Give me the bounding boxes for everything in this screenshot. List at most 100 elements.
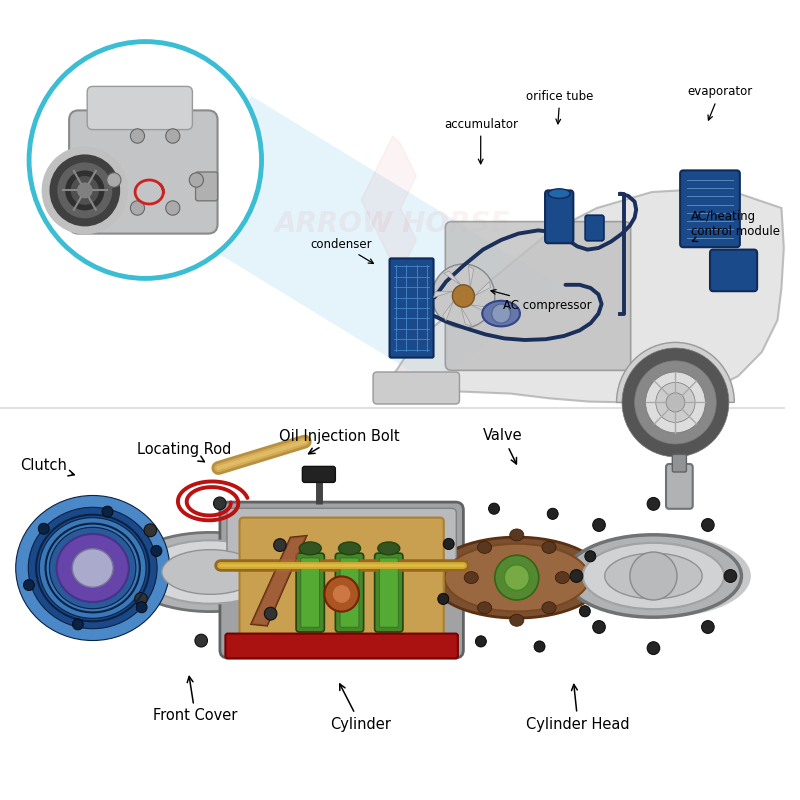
FancyBboxPatch shape: [446, 222, 630, 370]
Circle shape: [70, 176, 99, 205]
Circle shape: [504, 565, 530, 590]
Circle shape: [190, 173, 203, 187]
Circle shape: [264, 607, 277, 620]
Circle shape: [58, 162, 112, 218]
Circle shape: [144, 524, 157, 537]
Text: Locating Rod: Locating Rod: [138, 442, 232, 462]
Circle shape: [702, 621, 714, 634]
FancyBboxPatch shape: [373, 372, 459, 404]
Text: orifice tube: orifice tube: [526, 90, 594, 124]
Circle shape: [593, 621, 606, 634]
FancyBboxPatch shape: [585, 215, 604, 241]
Ellipse shape: [299, 542, 322, 554]
Circle shape: [475, 636, 486, 647]
FancyBboxPatch shape: [545, 190, 574, 243]
Circle shape: [724, 570, 737, 582]
Ellipse shape: [430, 537, 603, 618]
FancyBboxPatch shape: [390, 258, 434, 358]
Circle shape: [630, 552, 677, 600]
Ellipse shape: [605, 553, 702, 599]
FancyBboxPatch shape: [379, 558, 398, 627]
Text: AC/heating
control module: AC/heating control module: [691, 210, 780, 242]
FancyBboxPatch shape: [87, 86, 193, 130]
FancyBboxPatch shape: [666, 464, 693, 509]
Circle shape: [65, 170, 105, 210]
Text: Cylinder Head: Cylinder Head: [526, 685, 630, 731]
Circle shape: [42, 146, 128, 234]
Text: evaporator: evaporator: [687, 86, 753, 120]
Circle shape: [443, 538, 454, 550]
Circle shape: [634, 361, 716, 444]
Circle shape: [195, 634, 207, 647]
Circle shape: [647, 642, 660, 654]
Circle shape: [585, 550, 596, 562]
FancyBboxPatch shape: [296, 553, 324, 632]
FancyBboxPatch shape: [239, 518, 444, 642]
FancyBboxPatch shape: [69, 110, 218, 234]
FancyBboxPatch shape: [710, 250, 757, 291]
Circle shape: [702, 518, 714, 531]
FancyBboxPatch shape: [226, 646, 457, 658]
Circle shape: [593, 518, 606, 531]
Text: Oil Injection Bolt: Oil Injection Bolt: [279, 429, 399, 454]
FancyBboxPatch shape: [672, 454, 686, 472]
Polygon shape: [251, 536, 306, 626]
Ellipse shape: [63, 540, 122, 596]
FancyBboxPatch shape: [220, 502, 463, 658]
Ellipse shape: [478, 602, 492, 614]
Circle shape: [214, 497, 226, 510]
Circle shape: [332, 585, 351, 604]
Text: ARROW HORSE: ARROW HORSE: [275, 210, 510, 238]
Ellipse shape: [57, 534, 129, 602]
Ellipse shape: [445, 544, 589, 611]
Circle shape: [495, 555, 538, 600]
Text: ARROW HORSE: ARROW HORSE: [239, 559, 546, 593]
Circle shape: [102, 506, 113, 518]
Circle shape: [647, 498, 660, 510]
Polygon shape: [461, 307, 471, 326]
Circle shape: [432, 264, 495, 328]
Circle shape: [534, 641, 545, 652]
Text: Clutch: Clutch: [20, 458, 74, 476]
FancyBboxPatch shape: [680, 170, 740, 247]
FancyBboxPatch shape: [227, 508, 456, 585]
Ellipse shape: [124, 533, 297, 611]
Polygon shape: [470, 305, 491, 312]
Circle shape: [570, 570, 582, 582]
Circle shape: [646, 372, 706, 433]
Circle shape: [492, 304, 510, 323]
Polygon shape: [251, 536, 306, 626]
Polygon shape: [444, 271, 461, 285]
FancyBboxPatch shape: [226, 634, 458, 658]
Text: AC compressor: AC compressor: [491, 290, 591, 312]
Circle shape: [77, 182, 93, 198]
Circle shape: [38, 523, 50, 534]
Circle shape: [50, 154, 120, 226]
Circle shape: [489, 503, 499, 514]
Ellipse shape: [566, 534, 742, 618]
Ellipse shape: [16, 495, 170, 641]
Text: Front Cover: Front Cover: [153, 677, 238, 723]
Circle shape: [666, 393, 685, 412]
Circle shape: [136, 602, 147, 613]
Ellipse shape: [582, 543, 724, 609]
FancyBboxPatch shape: [374, 553, 403, 632]
Circle shape: [622, 348, 729, 457]
Text: condenser: condenser: [310, 238, 374, 263]
Circle shape: [107, 173, 121, 187]
FancyBboxPatch shape: [195, 172, 218, 201]
Circle shape: [151, 546, 162, 557]
Ellipse shape: [464, 571, 478, 583]
Ellipse shape: [28, 507, 157, 629]
Circle shape: [579, 606, 590, 617]
Circle shape: [130, 129, 145, 143]
Circle shape: [134, 593, 147, 606]
Ellipse shape: [72, 549, 113, 587]
Ellipse shape: [378, 542, 400, 554]
Ellipse shape: [142, 540, 280, 604]
Polygon shape: [362, 136, 416, 264]
Circle shape: [274, 538, 286, 551]
Circle shape: [29, 42, 262, 278]
Ellipse shape: [48, 529, 125, 607]
Circle shape: [656, 382, 695, 422]
